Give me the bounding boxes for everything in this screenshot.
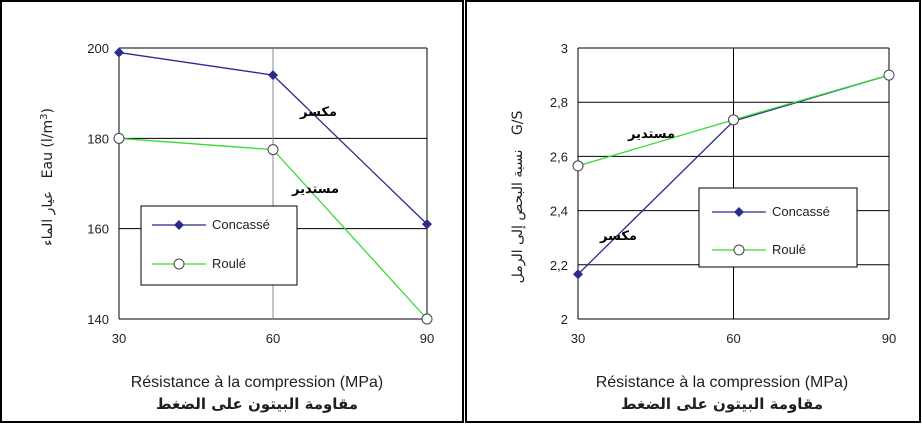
left-xtick-label: 30 [112, 331, 126, 346]
right-xtick-label: 30 [571, 331, 585, 346]
left-data-point [421, 313, 433, 325]
right-data-point [728, 114, 739, 126]
right-legend-label-concasse: Concassé [772, 204, 830, 219]
left-ylabel-fr: Eau (l/m [40, 120, 56, 178]
left-data-point [113, 132, 125, 144]
right-ytick-label: 3 [561, 41, 568, 56]
left-xlabel-ar: مقاومة البيتون على الضغط [156, 395, 358, 413]
right-ytick-label: 2 [561, 312, 568, 327]
right-data-point [883, 69, 895, 81]
left-tick-labels: 140 160 180 200 30 60 90 [87, 41, 434, 346]
left-legend-marker-concasse [174, 220, 184, 230]
left-legend-marker-roule [173, 258, 185, 270]
right-legend-marker-roule [733, 244, 745, 256]
right-markers-roule [572, 69, 895, 172]
left-markers-concasse [114, 47, 432, 230]
right-ylabel: نسبة البحص إلى الرمل G/S [510, 111, 526, 284]
right-xtick-label: 60 [726, 331, 740, 346]
left-xtick-label: 90 [420, 331, 434, 346]
right-tick-labels: 2 2,2 2,4 2,6 2,8 3 30 60 90 [550, 41, 896, 346]
right-legend: Concassé Roulé [698, 187, 858, 268]
left-ytick-label: 200 [87, 41, 109, 56]
right-ytick-label: 2,2 [550, 258, 568, 273]
left-ytick-label: 180 [87, 131, 109, 146]
left-xtick-label: 60 [266, 331, 280, 346]
left-legend-label-concasse: Concassé [212, 217, 270, 232]
right-ylabel-fr: G/S [510, 111, 526, 136]
left-annotation-concasse: مكسر [299, 105, 337, 120]
right-panel-border [465, 0, 921, 423]
left-panel-border [0, 0, 464, 423]
right-legend-marker-concasse [734, 207, 744, 217]
right-legend-box [698, 187, 858, 268]
left-markers-roule [113, 132, 433, 325]
right-chart: 2 2,2 2,4 2,6 2,8 3 30 60 90 نسبة البحص إلى الرم… [510, 41, 896, 413]
right-annotation-concasse: مكسر [599, 229, 637, 244]
left-ytick-label: 140 [87, 312, 109, 327]
right-ytick-label: 2,4 [550, 204, 568, 219]
left-legend: Concassé Roulé [140, 205, 298, 286]
right-ylabel-ar: نسبة البحص إلى الرمل [510, 150, 526, 284]
left-legend-label-roule: Roulé [212, 256, 246, 271]
right-xtick-label: 90 [882, 331, 896, 346]
left-ylabel-ar: عيار الماء [40, 191, 56, 246]
left-ytick-label: 160 [87, 222, 109, 237]
left-data-point [114, 47, 124, 58]
left-legend-box [140, 205, 298, 286]
left-ylabel: عيار الماء Eau (l/m3) [39, 108, 57, 246]
left-data-point [268, 70, 278, 81]
right-legend-label-roule: Roulé [772, 242, 806, 257]
left-xlabel: Résistance à la compression (MPa) [131, 374, 384, 391]
left-data-point [422, 219, 432, 230]
right-data-point [573, 269, 583, 280]
left-ylabel-close: ) [40, 108, 56, 113]
left-data-point [267, 144, 279, 156]
left-chart: 140 160 180 200 30 60 90 عيار الماء Eau (l/m3)… [39, 41, 435, 413]
right-ytick-label: 2,6 [550, 149, 568, 164]
right-data-point [572, 160, 584, 172]
right-xlabel: Résistance à la compression (MPa) [596, 374, 849, 391]
left-annotation-roule: مستدير [291, 182, 339, 197]
right-annotation-roule: مستدير [627, 127, 675, 142]
left-ylabel-sup: 3 [39, 114, 50, 120]
right-ytick-label: 2,8 [550, 95, 568, 110]
right-xlabel-ar: مقاومة البيتون على الضغط [621, 395, 823, 413]
